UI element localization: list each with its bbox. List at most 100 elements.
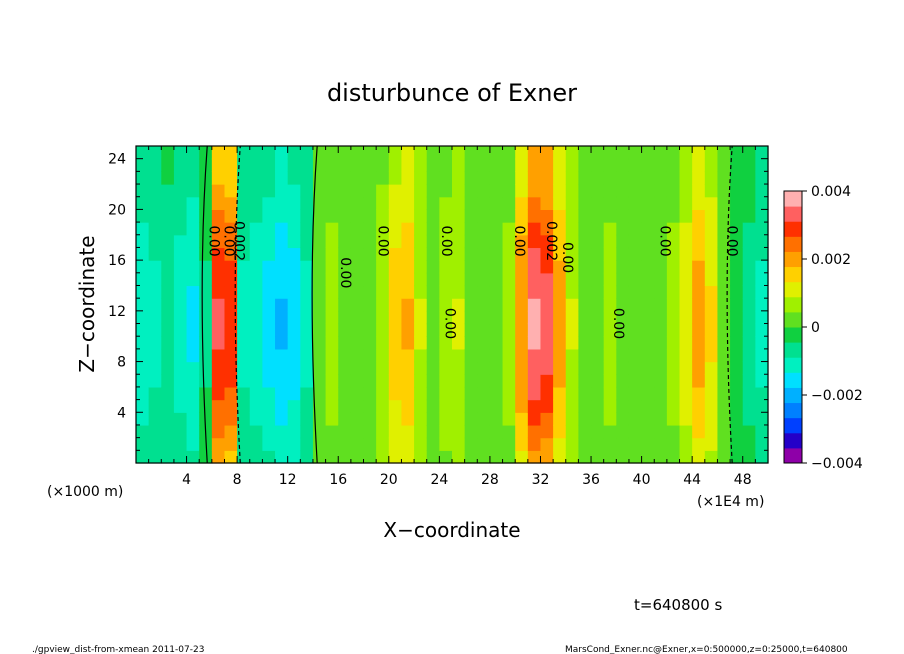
field-cell — [666, 222, 681, 236]
field-cell — [401, 361, 415, 375]
field-cell — [376, 272, 390, 287]
field-cell — [553, 146, 567, 160]
field-cell — [388, 158, 403, 172]
x-tick-label: 32 — [532, 472, 550, 488]
field-cell — [603, 310, 617, 325]
field-cell — [363, 361, 377, 375]
field-cell — [704, 196, 719, 210]
field-cell — [540, 247, 554, 261]
field-cell — [312, 196, 327, 210]
field-cell — [275, 437, 289, 451]
field-cell — [565, 171, 579, 185]
field-cell — [654, 310, 668, 325]
field-cell — [401, 424, 415, 439]
field-cell — [376, 399, 390, 413]
colorbar-tick-label: 0.004 — [811, 184, 851, 200]
field-cell — [325, 437, 339, 451]
field-cell — [287, 209, 301, 223]
field-cell — [527, 158, 542, 172]
field-cell — [148, 184, 162, 198]
field-cell — [578, 348, 592, 363]
field-cell — [211, 146, 226, 160]
field-cell — [275, 272, 289, 287]
field-cell — [363, 437, 377, 451]
field-cell — [173, 424, 188, 439]
field-cell — [262, 184, 276, 198]
field-cell — [692, 158, 706, 172]
field-cell — [136, 184, 150, 198]
field-cell — [540, 386, 554, 401]
field-cell — [742, 260, 756, 274]
field-cell — [136, 437, 150, 451]
field-cell — [742, 184, 756, 198]
field-cell — [224, 424, 238, 439]
field-cell — [654, 450, 668, 464]
field-cell — [616, 374, 630, 388]
source-caption: MarsCond_Exner.nc@Exner,x=0:500000,z=0:2… — [565, 645, 848, 654]
field-cell — [742, 298, 756, 312]
field-cell — [426, 222, 440, 236]
field-cell — [161, 196, 175, 210]
field-cell — [730, 361, 744, 375]
colorbar-segment — [784, 206, 802, 222]
field-cell — [464, 196, 478, 210]
field-cell — [540, 348, 554, 363]
field-cell — [704, 247, 719, 261]
field-cell — [654, 412, 668, 426]
field-cell — [199, 272, 213, 287]
field-cell — [148, 158, 162, 172]
field-cell — [338, 336, 352, 350]
field-cell — [704, 222, 719, 236]
field-cell — [666, 399, 681, 413]
field-cell — [136, 412, 150, 426]
field-cell — [136, 285, 150, 299]
field-cell — [692, 184, 706, 198]
field-cell — [452, 336, 466, 350]
field-cell — [237, 374, 251, 388]
field-cell — [679, 222, 693, 236]
field-cell — [540, 234, 554, 249]
field-cell — [388, 412, 403, 426]
field-cell — [692, 222, 706, 236]
field-cell — [426, 310, 440, 325]
field-cell — [161, 399, 175, 413]
field-cell — [603, 361, 617, 375]
field-cell — [224, 158, 238, 172]
field-cell — [237, 437, 251, 451]
field-cell — [148, 437, 162, 451]
field-cell — [224, 222, 238, 236]
colorbar-segment — [784, 327, 802, 343]
field-cell — [578, 234, 592, 249]
field-cell — [211, 323, 226, 337]
field-cell — [730, 247, 744, 261]
field-cell — [692, 412, 706, 426]
field-cell — [641, 272, 655, 287]
field-cell — [553, 336, 567, 350]
field-cell — [641, 146, 655, 160]
field-cell — [628, 424, 643, 439]
field-cell — [641, 196, 655, 210]
field-cell — [502, 323, 516, 337]
field-cell — [489, 424, 504, 439]
contour-label: 0.00 — [205, 226, 221, 257]
field-cell — [338, 234, 352, 249]
field-cell — [426, 298, 440, 312]
field-cell — [148, 209, 162, 223]
field-cell — [136, 386, 150, 401]
field-cell — [300, 450, 314, 464]
field-cell — [173, 336, 188, 350]
field-cell — [388, 323, 403, 337]
field-cell — [540, 450, 554, 464]
field-cell — [477, 348, 491, 363]
field-cell — [452, 348, 466, 363]
field-cell — [262, 146, 276, 160]
field-cell — [666, 272, 681, 287]
field-cell — [578, 437, 592, 451]
field-cell — [692, 386, 706, 401]
field-cell — [338, 298, 352, 312]
field-cell — [275, 386, 289, 401]
field-cell — [603, 437, 617, 451]
field-cell — [312, 247, 327, 261]
field-cell — [591, 171, 605, 185]
field-cell — [628, 386, 643, 401]
